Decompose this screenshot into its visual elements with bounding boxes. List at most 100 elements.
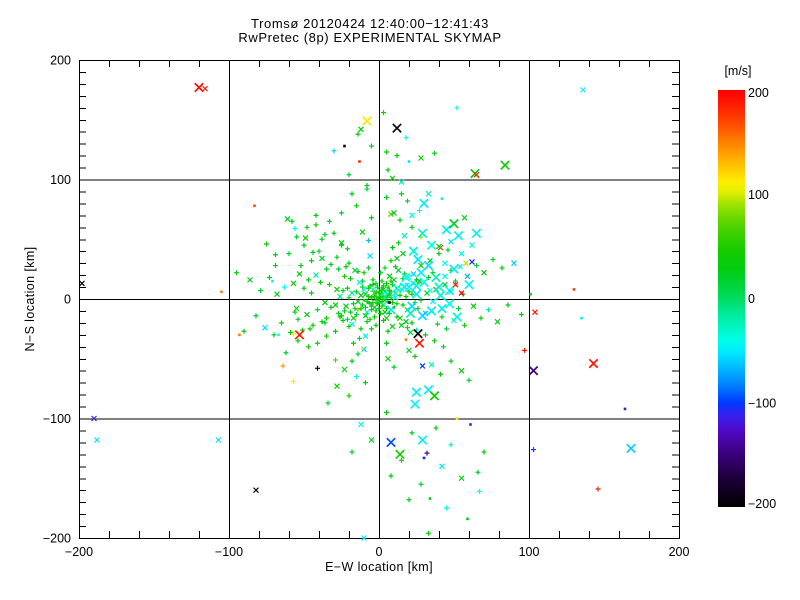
data-point [423, 332, 428, 338]
data-point [280, 363, 286, 369]
data-point [426, 240, 437, 251]
data-point [362, 116, 372, 126]
data-point [362, 312, 369, 319]
data-point [416, 267, 426, 278]
data-point [435, 290, 446, 301]
data-point [302, 235, 309, 241]
data-point [391, 276, 397, 283]
data-point [331, 230, 337, 236]
data-point [295, 316, 301, 322]
data-point [322, 299, 328, 306]
data-point [462, 322, 467, 328]
data-point [469, 242, 475, 249]
data-point [422, 456, 426, 460]
data-point [418, 262, 424, 269]
data-point [376, 306, 382, 312]
data-point [369, 143, 374, 149]
data-point [279, 320, 284, 326]
data-point [313, 222, 319, 228]
data-point [336, 310, 341, 316]
data-point [324, 266, 329, 272]
data-point [401, 232, 408, 239]
data-point [486, 307, 491, 313]
data-point [409, 291, 415, 297]
x-tick-label: 100 [519, 545, 540, 559]
data-point [367, 283, 373, 289]
data-point [382, 293, 388, 300]
data-point [434, 282, 444, 292]
data-point [273, 252, 278, 258]
data-point [351, 301, 356, 307]
data-point [458, 367, 465, 374]
data-point [309, 290, 314, 296]
data-point [453, 278, 458, 284]
data-point [354, 312, 359, 318]
data-point [348, 276, 353, 282]
data-point [316, 248, 322, 254]
data-point [298, 263, 304, 269]
data-point [360, 284, 365, 290]
data-point [358, 292, 364, 299]
data-point [626, 443, 636, 454]
data-point [349, 321, 355, 328]
data-point [407, 160, 411, 163]
data-point [292, 225, 298, 231]
data-point [384, 194, 389, 200]
data-point [369, 295, 374, 301]
data-point [333, 328, 338, 334]
data-point [364, 319, 370, 325]
data-point [418, 155, 424, 161]
data-point [426, 530, 431, 536]
data-point [301, 242, 307, 248]
data-point [370, 286, 376, 293]
data-point [349, 449, 355, 455]
data-point [319, 236, 325, 242]
data-point [532, 309, 538, 316]
data-point [369, 326, 374, 332]
data-point [448, 238, 454, 245]
data-point [405, 198, 410, 204]
data-point [397, 315, 403, 322]
data-point [500, 160, 510, 170]
data-point [411, 281, 422, 291]
x-tick-label: 200 [669, 545, 690, 559]
data-point [334, 254, 340, 260]
data-point [412, 353, 418, 359]
data-point [529, 292, 532, 296]
data-point [458, 475, 465, 482]
colorbar-tick-label: 200 [748, 86, 769, 100]
data-point [381, 318, 386, 324]
colorbar-tick-label: 100 [748, 188, 769, 202]
data-point [378, 270, 383, 276]
data-point [406, 347, 412, 354]
data-point [274, 291, 280, 298]
data-point [253, 313, 259, 319]
data-point [295, 338, 301, 344]
grid-and-ticks [79, 60, 679, 538]
plot-frame [78, 59, 681, 540]
colorbar-tick-label: −100 [748, 396, 776, 410]
x-tick-label: −100 [215, 545, 243, 559]
data-point [337, 314, 343, 320]
data-point [370, 300, 376, 306]
data-point [339, 242, 344, 248]
colorbar-tick-label: −200 [748, 497, 776, 511]
data-point [277, 333, 280, 337]
data-point [349, 191, 355, 197]
data-point [372, 314, 377, 320]
data-point [389, 175, 396, 182]
data-point [342, 273, 347, 279]
y-tick-label: 0 [64, 293, 71, 307]
data-point [288, 329, 293, 335]
data-point [355, 298, 361, 305]
data-point [422, 310, 429, 317]
data-point [445, 247, 451, 253]
data-point [511, 260, 517, 267]
data-point [379, 278, 385, 284]
data-point [588, 358, 599, 369]
data-point [293, 305, 300, 312]
data-point [474, 263, 479, 269]
data-point [94, 437, 100, 443]
data-point [444, 505, 449, 511]
x-tick-label: 0 [376, 545, 383, 559]
